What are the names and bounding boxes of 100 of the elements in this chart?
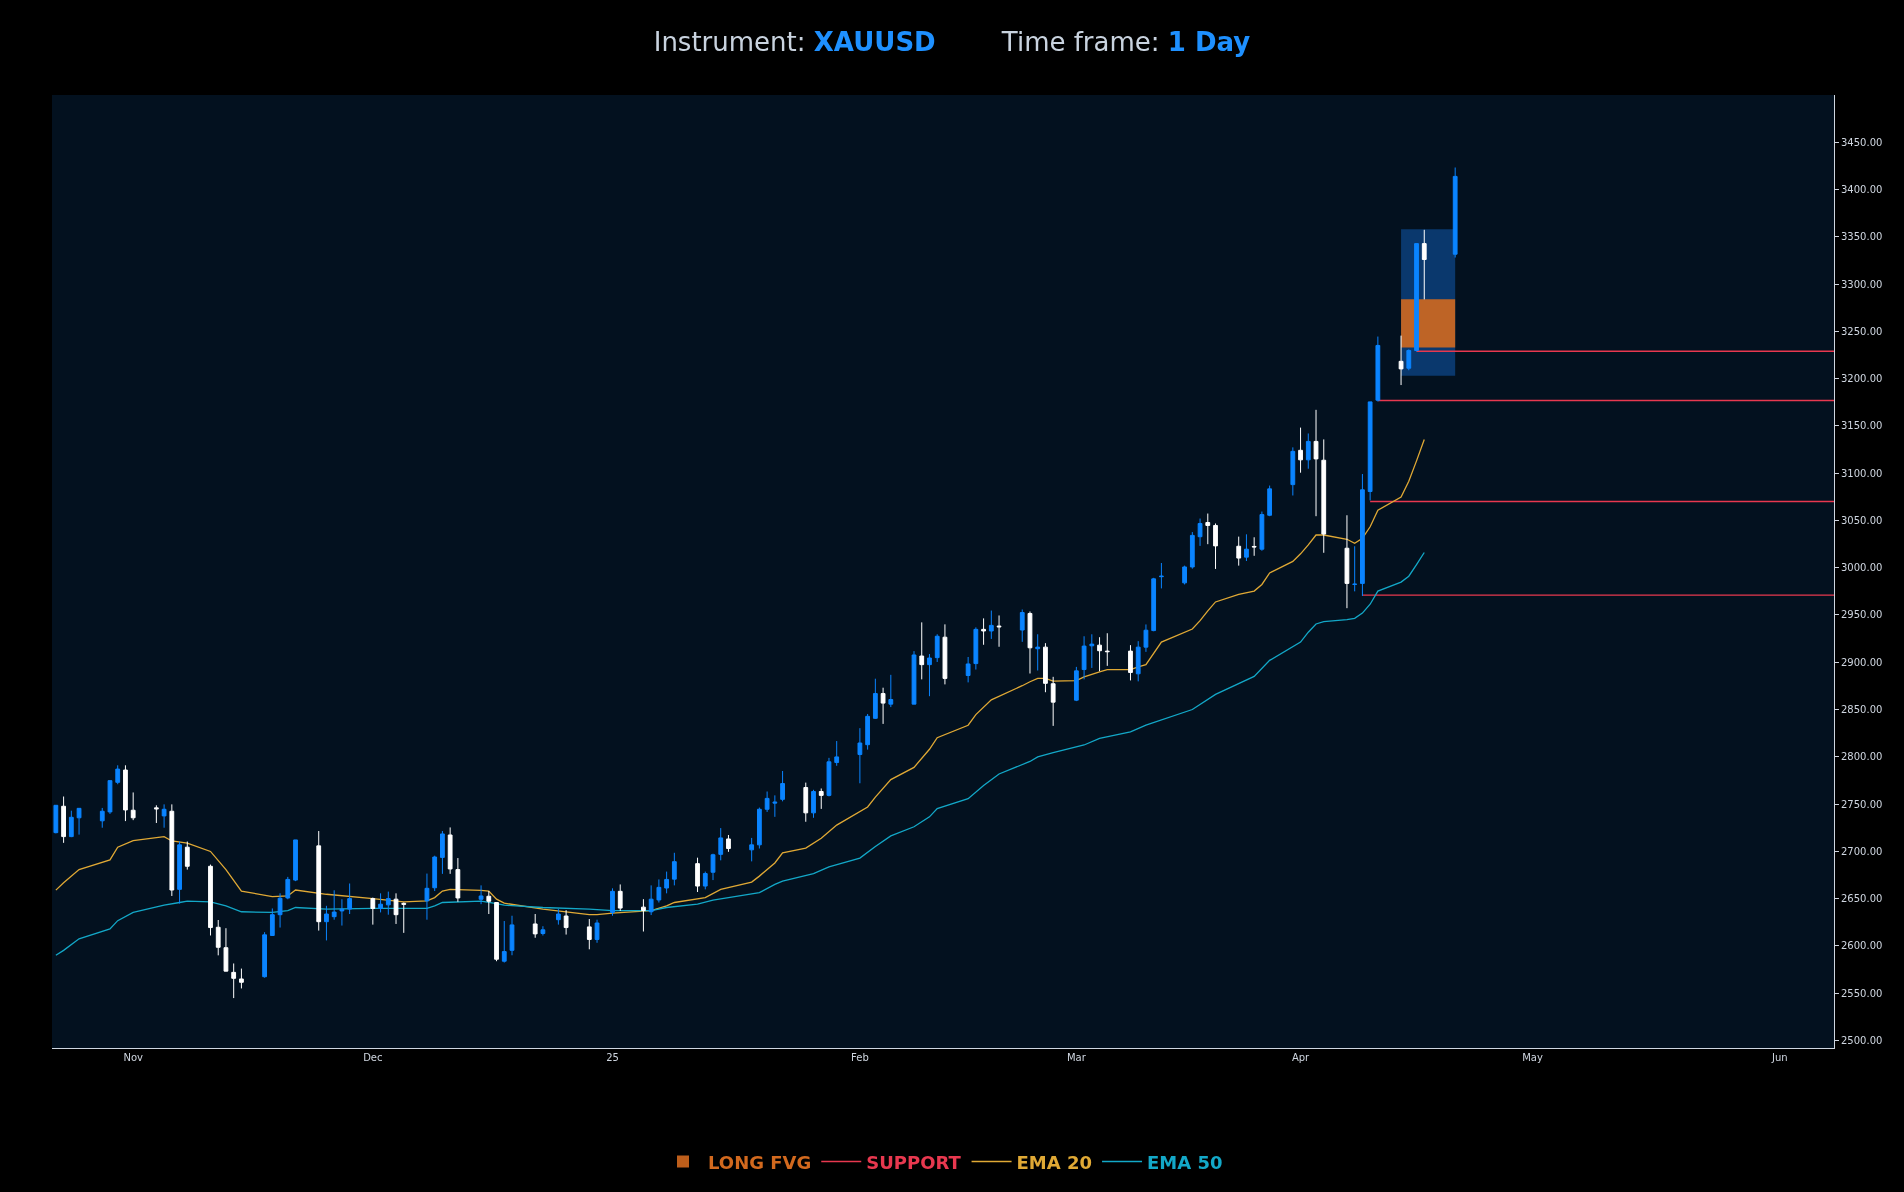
candlestick	[934, 633, 940, 663]
candlestick	[53, 804, 59, 834]
candlestick	[277, 892, 283, 929]
y-tick-label: 2900.00	[1841, 656, 1883, 668]
candlestick	[1251, 536, 1257, 557]
y-tick-label: 3450.00	[1841, 136, 1883, 148]
candlestick	[1027, 610, 1033, 675]
candlestick	[973, 626, 979, 671]
x-tick-label: Jun	[1771, 1052, 1788, 1063]
line-series	[55, 438, 1425, 916]
y-tick-label: 2800.00	[1841, 751, 1883, 763]
candlestick	[1290, 446, 1296, 496]
candlestick	[919, 621, 925, 680]
y-tick-label: 2750.00	[1841, 798, 1883, 810]
x-tick-label: Nov	[123, 1052, 144, 1063]
candlestick	[702, 871, 708, 890]
candlestick	[965, 656, 971, 683]
candlestick	[641, 898, 646, 933]
candlestick	[610, 887, 615, 917]
candlestick	[153, 804, 159, 824]
candlestick	[834, 740, 840, 767]
x-tick-label: Dec	[363, 1052, 383, 1063]
candlestick	[1236, 536, 1242, 567]
candlestick	[1360, 473, 1365, 597]
candlestick	[1151, 577, 1157, 632]
candlestick	[1313, 409, 1319, 517]
candlestick	[130, 791, 136, 821]
legend-label: SUPPORT	[866, 1151, 962, 1173]
candlestick	[594, 919, 600, 944]
candlestick	[424, 873, 430, 921]
candlestick	[1035, 633, 1041, 671]
y-tick-label: 2850.00	[1841, 704, 1883, 716]
x-tick-label: Apr	[1291, 1052, 1311, 1063]
candlestick	[1298, 427, 1303, 474]
candlestick	[710, 853, 716, 881]
candlestick	[223, 927, 229, 972]
candlestick	[385, 891, 391, 916]
candlestick	[911, 650, 917, 705]
candlestick	[1344, 514, 1350, 609]
candlestick	[981, 617, 986, 646]
y-tick-label: 3300.00	[1841, 278, 1883, 290]
legend-label: EMA 20	[1016, 1151, 1093, 1173]
candlestick	[393, 892, 399, 925]
candlestick	[1081, 635, 1087, 680]
candlestick	[1135, 640, 1141, 682]
candlestick	[540, 925, 546, 936]
candlestick	[1159, 562, 1164, 589]
candlestick	[401, 902, 407, 934]
candlestick	[695, 857, 700, 893]
chart-title: Instrument: XAUUSD	[653, 26, 936, 57]
candlestick	[177, 841, 182, 905]
y-tick-label: 3100.00	[1841, 467, 1883, 479]
candlestick	[718, 827, 724, 861]
candlestick	[161, 803, 167, 829]
candlestick	[486, 890, 492, 915]
candlestick	[1452, 167, 1458, 259]
candlestick	[61, 796, 66, 844]
candlestick	[231, 962, 237, 999]
candlestick	[285, 876, 291, 900]
candlestick	[123, 764, 128, 822]
candlestick	[756, 807, 762, 850]
candlestick	[215, 919, 221, 956]
candlestick	[68, 810, 74, 838]
x-tick-label: Mar	[1066, 1052, 1087, 1063]
y-tick-label: 3150.00	[1841, 420, 1883, 432]
candlestick	[1367, 401, 1373, 501]
candlestick	[1406, 348, 1412, 371]
candlestick	[664, 871, 670, 894]
candlestick	[1205, 513, 1211, 545]
y-tick-label: 3200.00	[1841, 373, 1883, 385]
x-tick-label: 25	[606, 1052, 619, 1063]
candlestick	[1128, 644, 1133, 681]
candlestick	[996, 614, 1002, 648]
candlestick	[99, 807, 105, 829]
candlestick	[803, 782, 809, 823]
x-tick-label: May	[1522, 1052, 1543, 1063]
candlestick	[115, 764, 121, 785]
candlestick	[656, 878, 662, 903]
candlestick	[1375, 336, 1381, 403]
candlestick	[1073, 666, 1079, 702]
y-tick-label: 3000.00	[1841, 562, 1883, 574]
candlestick	[1421, 229, 1427, 300]
candlestick	[76, 807, 82, 836]
candlestick	[184, 841, 190, 871]
candlestick	[1189, 531, 1195, 570]
y-tick-label: 3050.00	[1841, 514, 1883, 526]
candlestick	[1267, 485, 1273, 517]
candlestick	[1197, 518, 1203, 547]
candlestick	[208, 864, 213, 936]
candlestick	[169, 803, 175, 897]
candlestick	[927, 653, 932, 697]
y-tick-label: 2700.00	[1841, 845, 1883, 857]
chart-subtitle: Time frame: 1 Day	[1001, 26, 1251, 57]
candlestick	[1043, 642, 1048, 693]
candlestick	[1352, 545, 1358, 592]
candlestick	[1104, 632, 1110, 667]
line-series	[55, 551, 1425, 956]
legend-label: LONG FVG	[708, 1151, 812, 1173]
y-tick-label: 2650.00	[1841, 893, 1883, 905]
y-tick-label: 2500.00	[1841, 1034, 1883, 1046]
